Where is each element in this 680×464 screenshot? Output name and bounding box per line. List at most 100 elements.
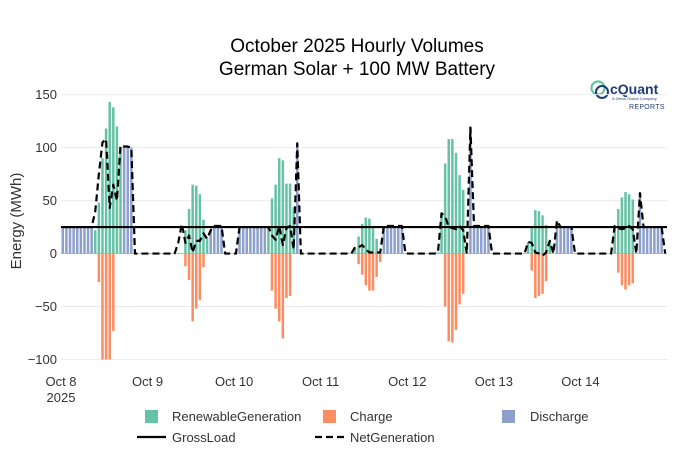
bar-renewablegeneration[interactable]	[205, 238, 209, 254]
bar-renewablegeneration[interactable]	[119, 147, 122, 254]
bar-charge[interactable]	[104, 253, 108, 360]
legend-item-netgeneration[interactable]: NetGeneration	[315, 430, 435, 445]
bar-charge[interactable]	[360, 253, 364, 275]
bar-discharge[interactable]	[382, 226, 386, 254]
bar-discharge[interactable]	[555, 220, 559, 254]
bar-renewablegeneration[interactable]	[613, 226, 616, 254]
bar-charge[interactable]	[631, 253, 634, 284]
bar-discharge[interactable]	[263, 227, 267, 254]
bar-renewablegeneration[interactable]	[353, 247, 357, 254]
bar-charge[interactable]	[461, 253, 465, 294]
bar-discharge[interactable]	[238, 227, 241, 254]
bar-discharge[interactable]	[386, 226, 389, 254]
bar-discharge[interactable]	[220, 226, 223, 254]
legend-item-grossload[interactable]: GrossLoad	[137, 430, 236, 445]
legend-item-charge[interactable]: Charge	[323, 409, 393, 424]
bar-discharge[interactable]	[75, 227, 79, 254]
bar-discharge[interactable]	[562, 227, 566, 254]
bar-discharge[interactable]	[126, 146, 129, 254]
bar-discharge[interactable]	[259, 227, 263, 254]
bar-discharge[interactable]	[393, 226, 396, 254]
bar-renewablegeneration[interactable]	[375, 238, 378, 254]
bar-charge[interactable]	[620, 253, 624, 286]
bar-discharge[interactable]	[649, 227, 653, 254]
bar-discharge[interactable]	[487, 226, 490, 254]
bar-charge[interactable]	[371, 253, 375, 291]
bar-charge[interactable]	[101, 253, 104, 360]
bar-renewablegeneration[interactable]	[115, 126, 119, 254]
bar-renewablegeneration[interactable]	[371, 226, 375, 254]
bar-discharge[interactable]	[216, 226, 220, 254]
bar-renewablegeneration[interactable]	[285, 183, 288, 254]
bar-renewablegeneration[interactable]	[624, 192, 627, 254]
bar-charge[interactable]	[454, 253, 458, 330]
bar-charge[interactable]	[285, 253, 288, 299]
bar-renewablegeneration[interactable]	[534, 210, 537, 254]
legend-item-renewablegeneration[interactable]: RenewableGeneration	[145, 409, 301, 424]
bar-renewablegeneration[interactable]	[202, 219, 205, 254]
bar-discharge[interactable]	[122, 146, 126, 254]
bar-discharge[interactable]	[642, 227, 645, 254]
bar-renewablegeneration[interactable]	[447, 139, 451, 254]
bar-discharge[interactable]	[130, 147, 133, 254]
bar-charge[interactable]	[443, 253, 447, 307]
bar-discharge[interactable]	[469, 127, 472, 254]
bar-charge[interactable]	[195, 253, 198, 309]
bar-discharge[interactable]	[389, 226, 393, 254]
bar-renewablegeneration[interactable]	[454, 152, 458, 254]
bar-discharge[interactable]	[476, 226, 479, 254]
bar-discharge[interactable]	[256, 227, 259, 254]
bar-renewablegeneration[interactable]	[530, 226, 533, 254]
bar-charge[interactable]	[534, 253, 537, 299]
bar-charge[interactable]	[191, 253, 194, 322]
bar-renewablegeneration[interactable]	[443, 163, 447, 254]
bar-charge[interactable]	[537, 253, 541, 296]
bar-discharge[interactable]	[213, 226, 216, 254]
bar-renewablegeneration[interactable]	[458, 175, 461, 254]
bar-renewablegeneration[interactable]	[537, 211, 541, 254]
bar-discharge[interactable]	[83, 227, 86, 254]
bar-discharge[interactable]	[570, 227, 573, 254]
bar-renewablegeneration[interactable]	[461, 189, 465, 254]
bar-renewablegeneration[interactable]	[368, 218, 371, 254]
bar-discharge[interactable]	[86, 227, 90, 254]
legend-item-discharge[interactable]: Discharge	[502, 409, 589, 424]
bar-charge[interactable]	[451, 253, 454, 343]
bar-discharge[interactable]	[90, 227, 93, 254]
bar-discharge[interactable]	[209, 230, 212, 254]
bar-renewablegeneration[interactable]	[108, 102, 111, 254]
bar-charge[interactable]	[202, 253, 205, 268]
bar-renewablegeneration[interactable]	[360, 223, 364, 254]
bar-renewablegeneration[interactable]	[357, 236, 360, 254]
bar-renewablegeneration[interactable]	[94, 230, 97, 254]
bar-discharge[interactable]	[472, 226, 476, 254]
bar-charge[interactable]	[530, 253, 533, 271]
bar-charge[interactable]	[198, 253, 202, 301]
bar-charge[interactable]	[97, 253, 101, 283]
bar-charge[interactable]	[277, 253, 281, 322]
bar-charge[interactable]	[364, 253, 368, 286]
bar-discharge[interactable]	[483, 226, 487, 254]
bar-charge[interactable]	[274, 253, 277, 309]
bar-charge[interactable]	[368, 253, 371, 291]
bar-charge[interactable]	[108, 253, 111, 360]
bar-renewablegeneration[interactable]	[187, 209, 191, 254]
bar-renewablegeneration[interactable]	[288, 183, 292, 254]
bar-charge[interactable]	[288, 253, 292, 296]
bar-discharge[interactable]	[79, 227, 83, 254]
bar-discharge[interactable]	[61, 227, 65, 254]
bar-discharge[interactable]	[660, 227, 663, 254]
bar-discharge[interactable]	[400, 226, 404, 254]
bar-charge[interactable]	[357, 253, 360, 265]
bar-charge[interactable]	[270, 253, 274, 291]
bar-discharge[interactable]	[645, 227, 649, 254]
bar-discharge[interactable]	[638, 193, 642, 254]
bar-charge[interactable]	[187, 253, 191, 281]
bar-renewablegeneration[interactable]	[195, 185, 198, 254]
bar-renewablegeneration[interactable]	[364, 217, 368, 254]
bar-charge[interactable]	[541, 253, 544, 294]
bar-charge[interactable]	[184, 253, 187, 267]
bar-renewablegeneration[interactable]	[544, 224, 548, 254]
bar-charge[interactable]	[378, 253, 382, 263]
bar-renewablegeneration[interactable]	[436, 252, 440, 254]
